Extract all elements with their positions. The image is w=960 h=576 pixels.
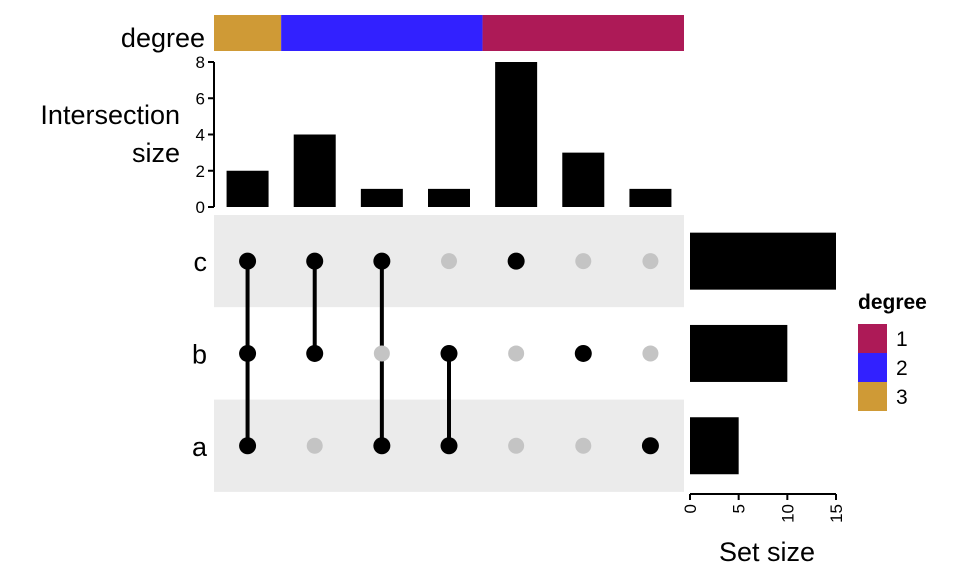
legend-label-3: 3: [896, 386, 908, 409]
matrix-dot-active-a-1: [239, 437, 257, 455]
y-tick-label: 0: [196, 198, 205, 217]
legend-label-2: 2: [896, 357, 908, 380]
intersection-matrix: [239, 252, 659, 455]
matrix-dot-inactive-b-7: [642, 345, 659, 362]
matrix-dot-active-a-7: [641, 437, 659, 455]
intersection-bar-1: [226, 170, 269, 207]
intersection-bar-5: [495, 62, 538, 207]
y-tick-label: 6: [196, 89, 205, 108]
matrix-dot-inactive-c-4: [441, 253, 457, 270]
matrix-dot-inactive-a-6: [575, 437, 592, 454]
legend-label-1: 1: [896, 328, 908, 351]
set-label-a: a: [192, 432, 208, 462]
matrix-dot-active-c-3: [373, 252, 391, 270]
matrix-dot-inactive-a-2: [306, 437, 323, 454]
matrix-dot-inactive-c-7: [642, 253, 659, 270]
matrix-dot-active-a-3: [373, 437, 391, 455]
set-labels: c b a: [192, 247, 208, 462]
set-size-tick-label: 0: [681, 504, 700, 513]
legend-swatch-1: [858, 324, 887, 353]
set-size-tick-label: 15: [827, 504, 846, 523]
set-size-tick-label: 10: [778, 504, 797, 523]
set-size-bar-b: [690, 324, 788, 382]
matrix-dot-inactive-b-3: [373, 345, 390, 362]
intersection-bar-4: [428, 188, 470, 207]
matrix-dot-inactive-b-5: [508, 345, 525, 362]
matrix-dot-active-c-1: [239, 252, 257, 270]
matrix-dot-inactive-c-6: [575, 253, 592, 270]
y-tick-label: 8: [196, 53, 205, 72]
degree-segment-2: [281, 15, 483, 51]
legend-swatch-3: [858, 382, 887, 411]
matrix-dot-active-c-5: [507, 252, 525, 270]
degree-segment-1: [482, 15, 684, 51]
intersection-bars: [226, 62, 672, 207]
intersection-bar-6: [562, 152, 605, 207]
set-size-bars: [690, 232, 836, 475]
set-size-axis-title: Set size: [719, 537, 815, 567]
intersection-bar-2: [293, 134, 336, 207]
degree-annotation-bar: [214, 15, 684, 51]
legend-swatch-2: [858, 353, 887, 382]
y-axis-title: Intersection size: [40, 100, 180, 168]
y-tick-label: 2: [196, 162, 205, 181]
matrix-dot-active-a-4: [440, 437, 458, 455]
set-size-bar-c: [690, 232, 836, 290]
matrix-dot-inactive-a-5: [508, 437, 525, 454]
degree-legend: degree 1 2 3: [858, 291, 927, 411]
y-axis: 0 2 4 6 8: [196, 53, 215, 217]
degree-segment-3: [214, 15, 282, 51]
matrix-dot-active-b-2: [306, 344, 324, 362]
intersection-bar-3: [360, 188, 403, 207]
set-size-bar-a: [690, 417, 739, 475]
degree-annotation-label: degree: [121, 23, 205, 53]
matrix-dot-active-c-2: [306, 252, 324, 270]
intersection-bar-7: [629, 188, 672, 207]
legend-title: degree: [858, 291, 927, 314]
set-size-axis: 0 5 10 15: [681, 493, 846, 523]
set-size-tick-label: 5: [730, 504, 749, 513]
matrix-dot-active-b-4: [440, 344, 458, 362]
y-axis-title-line: Intersection: [40, 100, 180, 130]
set-label-c: c: [194, 247, 208, 277]
matrix-dot-active-b-6: [574, 344, 592, 362]
y-axis-title-line: size: [132, 138, 180, 168]
y-tick-label: 4: [196, 126, 205, 145]
matrix-dot-active-b-1: [239, 344, 257, 362]
set-label-b: b: [192, 339, 207, 369]
